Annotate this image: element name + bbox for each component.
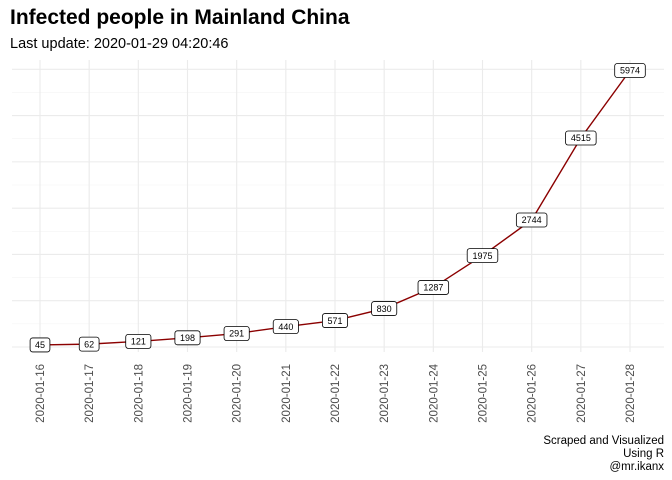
data-label-text: 2744 <box>522 215 542 225</box>
x-tick-label: 2020-01-27 <box>576 364 588 423</box>
data-label-box <box>78 336 100 352</box>
data-label: 198 <box>174 330 201 346</box>
x-tick-label: 2020-01-25 <box>478 364 490 423</box>
x-tick-label: 2020-01-24 <box>428 363 440 422</box>
data-label-text: 291 <box>229 329 244 339</box>
data-label-text: 440 <box>278 322 293 332</box>
data-label: 1287 <box>417 280 450 295</box>
data-label-text: 830 <box>377 304 392 314</box>
data-label-layer: 45 62 121 198 291 440 571 830 1287 1975 2744 4515 59… <box>29 63 646 353</box>
data-label-box <box>614 63 646 78</box>
data-label: 121 <box>125 333 152 349</box>
data-label-box <box>371 301 398 316</box>
data-label-text: 571 <box>327 316 342 326</box>
data-label-box <box>565 130 597 146</box>
chart-subtitle: Last update: 2020-01-29 04:20:46 <box>10 36 228 52</box>
data-label-text: 45 <box>35 340 45 350</box>
data-label-box <box>515 212 548 228</box>
x-tick-label: 2020-01-21 <box>281 364 293 423</box>
x-tick-label: 2020-01-20 <box>232 364 244 423</box>
data-label-text: 1287 <box>423 283 443 293</box>
data-label: 5974 <box>614 63 646 78</box>
data-label: 830 <box>371 301 398 316</box>
data-label: 2744 <box>515 212 548 228</box>
data-label-text: 198 <box>180 333 195 343</box>
data-label-box <box>417 280 450 295</box>
x-tick-label: 2020-01-22 <box>330 364 342 423</box>
caption-line-1: Scraped and Visualized <box>543 435 664 447</box>
data-label-text: 4515 <box>571 133 591 143</box>
data-label: 571 <box>321 313 348 328</box>
data-label-text: 1975 <box>472 251 492 261</box>
x-tick-label: 2020-01-16 <box>35 364 47 423</box>
data-label: 45 <box>29 337 51 353</box>
x-tick-label: 2020-01-17 <box>84 364 96 423</box>
data-label-box <box>174 330 201 346</box>
caption-line-2: Using R <box>623 448 664 460</box>
data-label-box <box>29 337 51 353</box>
data-label-box <box>321 313 348 328</box>
data-label-text: 5974 <box>620 66 640 76</box>
data-label: 440 <box>272 319 299 335</box>
data-label-box <box>125 333 152 349</box>
x-tick-label: 2020-01-23 <box>379 364 391 423</box>
chart-title: Infected people in Mainland China <box>10 6 350 29</box>
x-tick-label: 2020-01-19 <box>183 364 195 423</box>
data-label-text: 62 <box>84 339 94 349</box>
x-tick-label: 2020-01-18 <box>133 364 145 423</box>
grid-lines <box>12 60 664 352</box>
data-label: 4515 <box>565 130 597 146</box>
x-tick-label: 2020-01-28 <box>625 364 637 423</box>
data-label-text: 121 <box>131 337 146 347</box>
caption-line-3: @mr.ikanx <box>610 461 665 473</box>
x-tick-label: 2020-01-26 <box>527 364 539 423</box>
data-label-box <box>223 326 250 341</box>
data-label-box <box>272 319 299 335</box>
data-label: 291 <box>223 326 250 341</box>
data-label: 1975 <box>466 248 499 263</box>
x-axis-tick-labels: 2020-01-16 2020-01-17 2020-01-18 2020-01-19… <box>35 363 637 422</box>
data-label-box <box>466 248 499 263</box>
data-label: 62 <box>78 336 100 352</box>
